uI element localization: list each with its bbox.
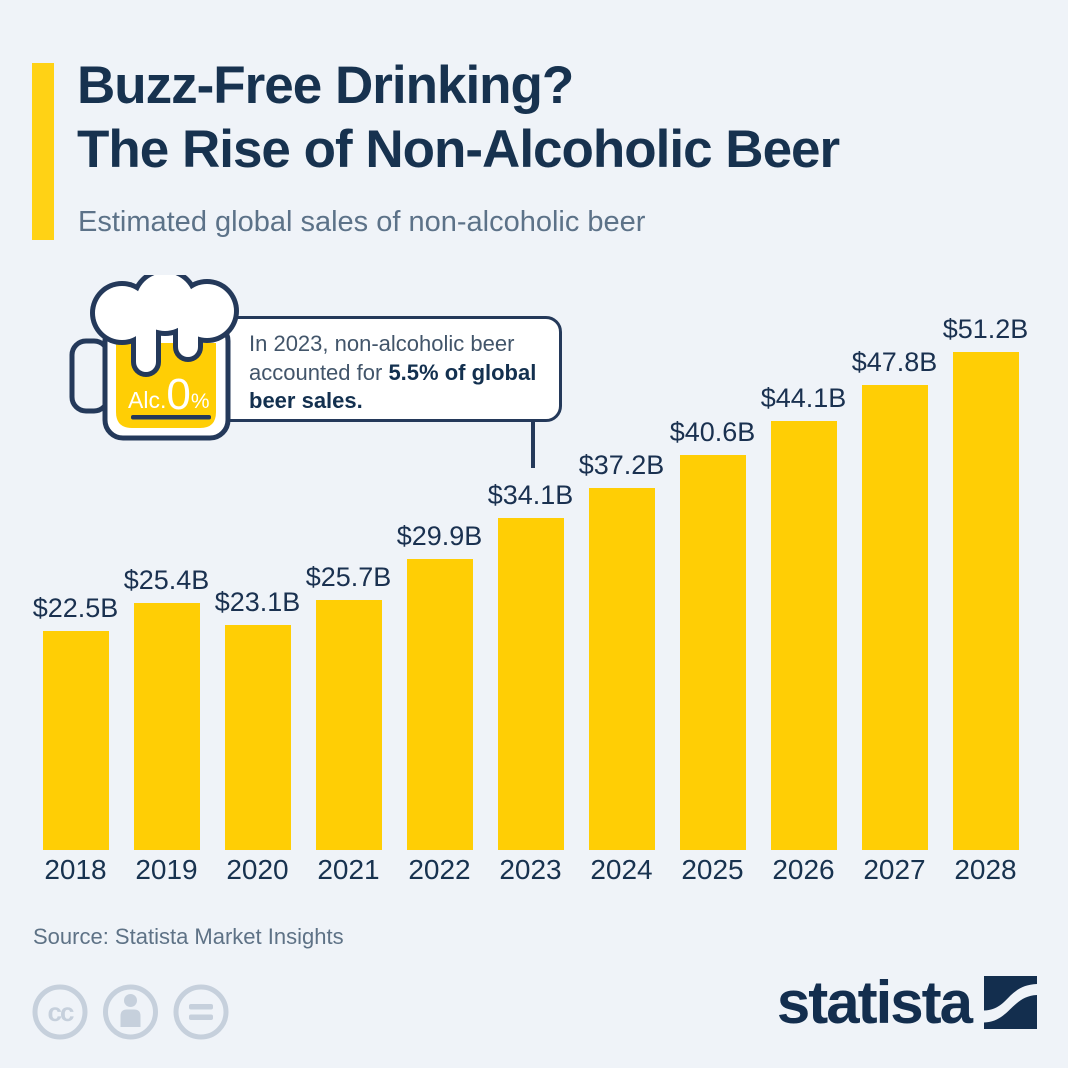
bar-2028 xyxy=(952,352,1019,850)
no-derivatives-icon xyxy=(173,984,229,1040)
bar-2022 xyxy=(406,559,473,850)
title-line-2: The Rise of Non-Alcoholic Beer xyxy=(77,120,840,179)
callout-text-bold: 5.5% of global beer sales. xyxy=(249,359,537,414)
bar-group-2026: $44.1B 2026 xyxy=(758,300,849,890)
bar-group-2028: $51.2B 2028 xyxy=(940,300,1031,890)
bar-year-label: 2028 xyxy=(954,854,1017,885)
bar-value-label: $23.1B xyxy=(214,587,301,617)
license-icons: cc xyxy=(32,984,229,1040)
bar-chart: $22.5B 2018 $25.4B 2019 $23.1B 2020 $25.7B 2021… xyxy=(30,300,1031,890)
cc-letters: cc xyxy=(48,997,74,1027)
bar-year-label: 2023 xyxy=(499,854,562,885)
bar-value-label: $40.6B xyxy=(669,417,756,447)
bar-group-2027: $47.8B 2027 xyxy=(849,300,940,890)
bar-year-label: 2022 xyxy=(408,854,471,885)
bar-2026 xyxy=(770,421,837,850)
bar-2027 xyxy=(861,385,928,850)
beer-mug-icon: Alc.0% xyxy=(69,275,239,441)
bar-group-2019: $25.4B 2019 xyxy=(121,300,212,890)
bar-group-2018: $22.5B 2018 xyxy=(30,300,121,890)
bar-group-2020: $23.1B 2020 xyxy=(212,300,303,890)
bar-year-label: 2019 xyxy=(135,854,198,885)
bar-value-label: $47.8B xyxy=(851,347,938,377)
bar-value-label: $44.1B xyxy=(760,383,847,413)
page-subtitle: Estimated global sales of non-alcoholic … xyxy=(78,206,646,238)
annotation-callout: In 2023, non-alcoholic beer accounted fo… xyxy=(210,316,562,422)
bar-2019 xyxy=(133,603,200,850)
page-title: Buzz-Free Drinking? The Rise of Non-Alco… xyxy=(77,54,840,182)
bar-year-label: 2020 xyxy=(226,854,289,885)
bar-year-label: 2026 xyxy=(772,854,835,885)
bar-value-label: $22.5B xyxy=(32,593,119,623)
bar-value-label: $37.2B xyxy=(578,450,665,480)
bar-year-label: 2021 xyxy=(317,854,380,885)
source-text: Source: Statista Market Insights xyxy=(33,924,344,949)
bar-year-label: 2027 xyxy=(863,854,926,885)
bar-value-label: $34.1B xyxy=(487,480,574,510)
statista-logo: statista xyxy=(776,969,1037,1036)
callout-text: In 2023, non-alcoholic beer accounted fo… xyxy=(249,331,515,385)
bar-group-2022: $29.9B 2022 xyxy=(394,300,485,890)
mug-label: Alc.0% xyxy=(128,370,210,419)
bar-year-label: 2025 xyxy=(681,854,744,885)
bar-2018 xyxy=(42,631,109,850)
bar-value-label: $29.9B xyxy=(396,521,483,551)
bar-2025 xyxy=(679,455,746,850)
bar-2023 xyxy=(497,518,564,850)
title-line-1: Buzz-Free Drinking? xyxy=(77,56,574,115)
statista-wordmark: statista xyxy=(776,969,973,1036)
bar-value-label: $51.2B xyxy=(942,314,1029,344)
callout-connector-line xyxy=(531,420,535,468)
statista-logo-mark xyxy=(984,976,1037,1029)
attribution-icon xyxy=(103,984,158,1040)
cc-license-icon: cc xyxy=(32,984,88,1040)
bar-group-2023: $34.1B 2023 xyxy=(485,300,576,890)
mug-underline xyxy=(131,415,211,420)
bar-group-2021: $25.7B 2021 xyxy=(303,300,394,890)
bar-year-label: 2024 xyxy=(590,854,653,885)
bar-2024 xyxy=(588,488,655,850)
bar-2021 xyxy=(315,600,382,850)
title-accent-bar xyxy=(32,63,54,240)
bar-group-2024: $37.2B 2024 xyxy=(576,300,667,890)
bar-2020 xyxy=(224,625,291,850)
bar-value-label: $25.4B xyxy=(123,565,210,595)
bar-group-2025: $40.6B 2025 xyxy=(667,300,758,890)
bar-year-label: 2018 xyxy=(44,854,107,885)
bar-value-label: $25.7B xyxy=(305,562,392,592)
